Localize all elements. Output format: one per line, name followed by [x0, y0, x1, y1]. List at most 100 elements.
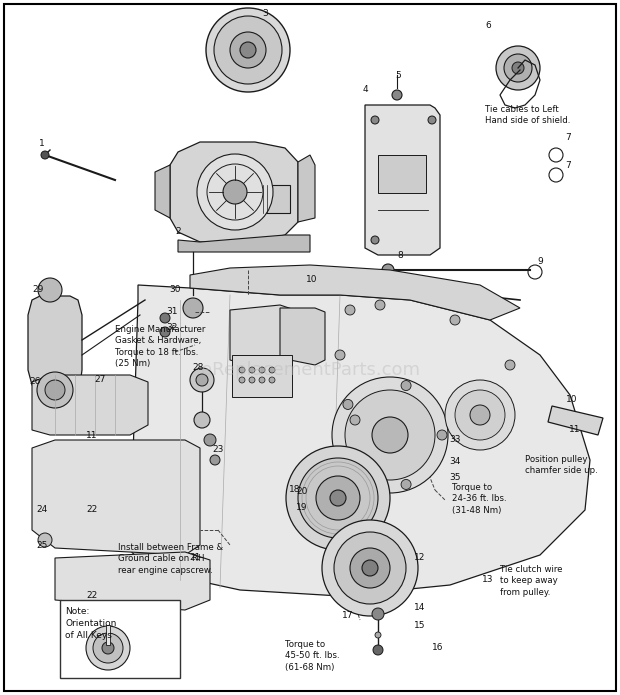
Circle shape [445, 380, 515, 450]
Text: 16: 16 [432, 644, 444, 653]
Text: 22: 22 [86, 505, 97, 514]
Text: 13: 13 [482, 575, 494, 584]
Text: 1: 1 [39, 138, 45, 147]
Circle shape [239, 367, 245, 373]
Polygon shape [280, 308, 325, 365]
Circle shape [343, 461, 353, 471]
Text: 28: 28 [192, 363, 204, 373]
Text: 12: 12 [414, 553, 426, 562]
Circle shape [194, 412, 210, 428]
Bar [378, 155, 426, 193]
Circle shape [335, 350, 345, 360]
Text: 9: 9 [537, 258, 543, 266]
Circle shape [496, 46, 540, 90]
Polygon shape [365, 105, 440, 255]
Bar [232, 355, 292, 397]
Circle shape [214, 16, 282, 84]
Text: 25: 25 [37, 541, 48, 550]
Circle shape [334, 532, 406, 604]
Text: 20: 20 [296, 487, 308, 496]
Text: 10: 10 [566, 395, 578, 404]
Circle shape [455, 390, 505, 440]
Circle shape [375, 632, 381, 638]
Circle shape [41, 151, 49, 159]
Circle shape [240, 42, 256, 58]
Text: Tie clutch wire
to keep away
from pulley.: Tie clutch wire to keep away from pulley… [500, 565, 562, 597]
Circle shape [223, 180, 247, 204]
Circle shape [230, 32, 266, 68]
Text: 7: 7 [565, 161, 571, 170]
Circle shape [316, 476, 360, 520]
Text: 3: 3 [262, 10, 268, 19]
Circle shape [505, 360, 515, 370]
Circle shape [160, 327, 170, 337]
Polygon shape [298, 155, 315, 222]
Circle shape [197, 154, 273, 230]
Circle shape [428, 116, 436, 124]
Circle shape [289, 506, 301, 518]
Circle shape [375, 300, 385, 310]
Circle shape [372, 608, 384, 620]
Circle shape [259, 377, 265, 383]
Circle shape [204, 434, 216, 446]
Text: 21: 21 [189, 553, 201, 562]
Circle shape [289, 489, 301, 501]
Circle shape [330, 490, 346, 506]
Circle shape [286, 446, 390, 550]
Text: 6: 6 [485, 20, 491, 29]
Circle shape [392, 90, 402, 100]
Circle shape [37, 372, 73, 408]
Text: 34: 34 [450, 457, 461, 466]
Circle shape [401, 480, 411, 489]
Text: Engine Manufacturer
Gasket & Hardware,
Torque to 18 ft. lbs.
(25 Nm): Engine Manufacturer Gasket & Hardware, T… [115, 325, 205, 368]
Circle shape [350, 548, 390, 588]
Text: 19: 19 [296, 503, 308, 512]
Polygon shape [178, 235, 310, 252]
Circle shape [371, 236, 379, 244]
Text: Tie cables to Left
Hand side of shield.: Tie cables to Left Hand side of shield. [485, 105, 570, 126]
Circle shape [470, 405, 490, 425]
Bar [60, 600, 180, 678]
Circle shape [196, 374, 208, 386]
Circle shape [332, 377, 448, 493]
Circle shape [373, 645, 383, 655]
Text: 7: 7 [565, 133, 571, 142]
Text: 29: 29 [32, 286, 43, 295]
Circle shape [249, 367, 255, 373]
Circle shape [190, 368, 214, 392]
Circle shape [322, 520, 418, 616]
Circle shape [210, 455, 220, 465]
Text: 4: 4 [362, 85, 368, 95]
Text: 15: 15 [414, 621, 426, 630]
Circle shape [512, 62, 524, 74]
Circle shape [343, 400, 353, 409]
Polygon shape [32, 375, 148, 435]
Polygon shape [190, 265, 520, 320]
Circle shape [160, 313, 170, 323]
Text: 11: 11 [569, 425, 581, 434]
Circle shape [504, 54, 532, 82]
Circle shape [345, 390, 435, 480]
Circle shape [239, 377, 245, 383]
Polygon shape [28, 296, 82, 390]
Circle shape [298, 458, 378, 538]
Text: 10: 10 [306, 275, 317, 284]
Text: Install between Frame &
Ground cable on RH
rear engine capscrew.: Install between Frame & Ground cable on … [118, 543, 223, 575]
Circle shape [269, 377, 275, 383]
Circle shape [259, 367, 265, 373]
Polygon shape [170, 142, 298, 242]
Text: 27: 27 [94, 375, 105, 384]
Circle shape [372, 417, 408, 453]
Text: 24: 24 [37, 505, 48, 514]
Text: 23: 23 [212, 445, 224, 455]
Circle shape [437, 430, 447, 440]
Text: 30: 30 [169, 286, 181, 295]
Polygon shape [155, 165, 170, 218]
Circle shape [401, 381, 411, 391]
Text: 35: 35 [450, 473, 461, 482]
Bar [260, 185, 290, 213]
Text: 5: 5 [395, 70, 401, 79]
Circle shape [102, 642, 114, 654]
Polygon shape [230, 305, 295, 370]
Circle shape [183, 298, 203, 318]
